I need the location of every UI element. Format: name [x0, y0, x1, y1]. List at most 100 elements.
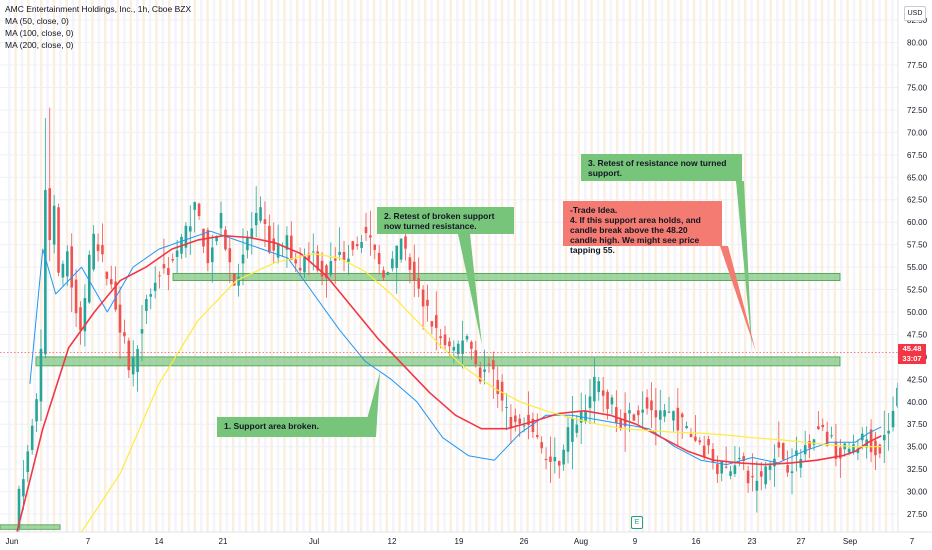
candle-body	[250, 228, 254, 240]
y-tick-label: 75.00	[907, 83, 928, 92]
candle-body	[272, 238, 276, 251]
y-tick-label: 70.00	[907, 128, 928, 137]
session-band	[680, 0, 683, 532]
session-band	[424, 0, 427, 532]
y-tick-label: 65.00	[907, 173, 928, 182]
session-band	[289, 0, 292, 532]
candle-body	[395, 245, 399, 268]
candle-body	[874, 440, 877, 456]
session-band	[385, 0, 388, 532]
candle-body	[566, 427, 570, 452]
session-band	[129, 0, 132, 532]
session-band	[667, 0, 670, 532]
session-band	[270, 0, 273, 532]
session-band	[769, 0, 772, 532]
candle-body	[294, 259, 298, 264]
symbol-title[interactable]: AMC Entertainment Holdings, Inc., 1h, Cb…	[5, 4, 192, 14]
candle-body	[87, 254, 91, 303]
indicator-ma100[interactable]: MA (100, close, 0)	[5, 28, 74, 38]
session-band	[782, 0, 785, 532]
candle-body	[114, 281, 117, 310]
session-band	[251, 0, 254, 532]
session-band	[628, 0, 632, 532]
session-band	[475, 0, 478, 532]
candle-body	[408, 257, 412, 270]
session-band	[155, 0, 158, 532]
time-axis-bg	[0, 532, 932, 550]
session-band	[686, 0, 689, 532]
session-band	[833, 0, 836, 532]
session-band	[174, 0, 177, 532]
x-tick-label: 7	[86, 537, 91, 546]
candle-body	[663, 410, 666, 417]
y-tick-label: 27.50	[907, 510, 928, 519]
callout-retest-support[interactable]: 3. Retest of resistance now turned suppo…	[581, 154, 742, 181]
session-band	[801, 0, 804, 532]
session-band	[865, 0, 868, 532]
session-band	[846, 0, 849, 532]
indicator-ma50[interactable]: MA (50, close, 0)	[5, 16, 69, 26]
candle-body	[738, 457, 741, 459]
chart-legend: AMC Entertainment Holdings, Inc., 1h, Cb…	[5, 3, 191, 51]
candle-body	[79, 307, 82, 331]
y-tick-label: 50.00	[907, 308, 928, 317]
session-band	[520, 0, 523, 532]
candle-body	[606, 391, 609, 410]
currency-button[interactable]: USD	[904, 6, 926, 21]
candle-body	[430, 321, 434, 327]
session-band	[411, 0, 414, 532]
candle-body	[610, 397, 614, 405]
candle-body	[456, 343, 460, 355]
candle-body	[237, 276, 240, 286]
session-band	[558, 0, 561, 532]
session-band	[705, 0, 708, 532]
y-tick-label: 60.00	[907, 218, 928, 227]
candle-body	[83, 298, 87, 332]
session-band	[116, 0, 120, 532]
y-tick-label: 35.00	[907, 443, 928, 452]
session-band	[750, 0, 753, 532]
y-tick-label: 52.50	[907, 286, 928, 295]
session-band	[78, 0, 81, 532]
candle-body	[162, 264, 166, 269]
session-band	[219, 0, 222, 532]
candle-body	[44, 190, 47, 355]
session-band	[878, 0, 881, 532]
indicator-ma200[interactable]: MA (200, close, 0)	[5, 40, 74, 50]
candle-body	[742, 456, 746, 461]
callout-support-broken[interactable]: 1. Support area broken.	[217, 417, 376, 437]
candle-body	[764, 466, 767, 485]
candle-body	[474, 350, 478, 365]
candle-body	[66, 251, 69, 277]
session-band	[872, 0, 875, 532]
session-band	[33, 0, 36, 532]
candle-body	[615, 407, 618, 423]
candle-body	[487, 363, 491, 365]
candle-body	[689, 433, 693, 438]
session-band	[257, 0, 260, 532]
candle-body	[26, 451, 30, 473]
session-band	[232, 0, 235, 532]
session-band	[372, 0, 376, 532]
candle-body	[35, 399, 38, 422]
session-band	[820, 0, 824, 532]
candle-body	[404, 236, 407, 249]
candle-body	[825, 431, 829, 446]
candle-body	[351, 241, 355, 250]
session-band	[494, 0, 497, 532]
candle-body	[847, 448, 851, 453]
session-band	[404, 0, 408, 532]
session-band	[264, 0, 267, 532]
candle-body	[571, 417, 574, 442]
earnings-event-marker[interactable]: E	[631, 516, 643, 529]
candle-body	[364, 226, 368, 234]
session-band	[296, 0, 299, 532]
candle-body	[175, 250, 179, 257]
candle-body	[311, 251, 315, 253]
callout-trade-idea[interactable]: -Trade Idea. 4. If this support area hol…	[563, 201, 722, 255]
session-band	[398, 0, 401, 532]
candle-body	[685, 426, 688, 429]
candle-body	[856, 448, 860, 453]
callout-retest-resistance[interactable]: 2. Retest of broken support now turned r…	[377, 207, 514, 234]
